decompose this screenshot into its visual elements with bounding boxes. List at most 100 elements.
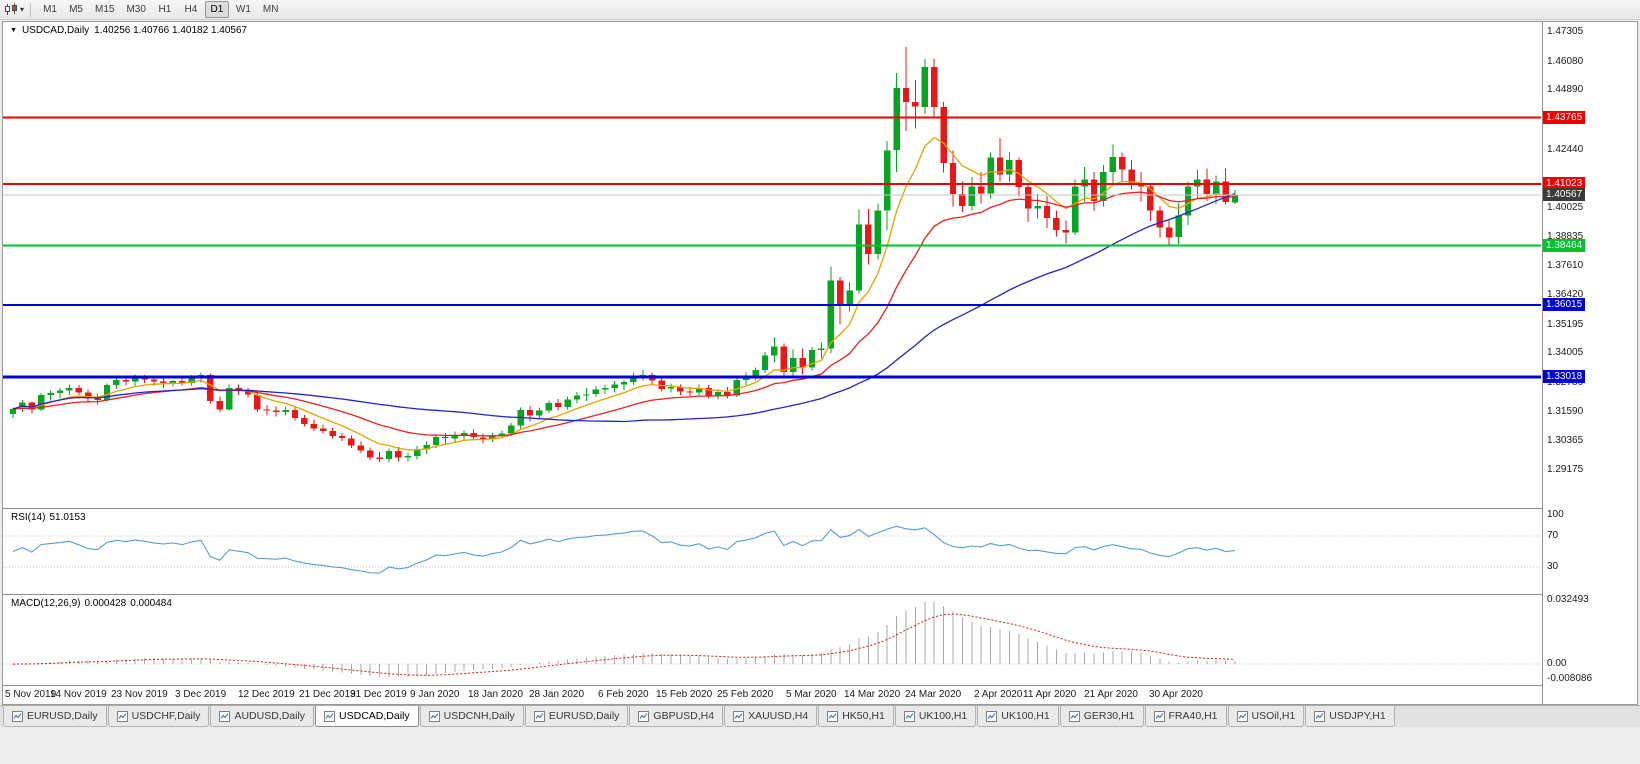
macd-signal-current-value: 0.000484 [130,598,172,609]
rsi-indicator-label: RSI(14) 51.0153 [9,512,92,523]
chart-tab-label: GBPUSD,H4 [653,710,715,722]
chart-tab-icon [324,710,336,722]
x-axis-date-label: 15 Feb 2020 [656,689,713,700]
x-axis-date-label: 23 Nov 2019 [111,689,168,700]
y-axis-tick: 1.31590 [1547,406,1584,417]
macd-axis-tick: -0.008086 [1547,673,1593,684]
y-axis-tick: 1.34005 [1547,347,1584,358]
y-axis-tick: 1.30365 [1547,435,1584,446]
macd-pane[interactable] [3,595,1541,685]
chart-tab-uk100-h1[interactable]: UK100,H1 [894,706,977,727]
pane-separator[interactable] [3,594,1637,595]
price-level-badge: 1.43765 [1543,111,1586,124]
x-axis-date-label: 11 Apr 2020 [1023,689,1077,700]
chart-tab-icon [116,710,128,722]
chart-symbol-label: USDCAD,Daily [21,25,90,36]
x-axis-date-label: 28 Jan 2020 [529,689,585,700]
period-button-m1[interactable]: M1 [43,4,57,15]
chart-tab-label: USDCAD,Daily [339,710,410,722]
chart-tab-fra40-h1[interactable]: FRA40,H1 [1144,706,1227,727]
y-axis-tick: 1.36420 [1547,289,1584,300]
chart-tab-hk50-h1[interactable]: HK50,H1 [818,706,894,727]
period-button-h4[interactable]: H4 [184,4,198,15]
period-button-d1[interactable]: D1 [204,1,229,18]
x-axis-date-label: 18 Jan 2020 [468,689,524,700]
chart-tab-usdjpy-h1[interactable]: USDJPY,H1 [1305,706,1395,727]
chart-tab-usdchf-daily[interactable]: USDCHF,Daily [107,706,210,727]
x-axis-date-label: 30 Apr 2020 [1149,689,1203,700]
chart-tab-icon [533,710,545,722]
period-button-m5[interactable]: M5 [69,4,83,15]
chart-tab-audusd-daily[interactable]: AUDUSD,Daily [210,706,315,727]
rsi-name: RSI(14) [11,512,46,523]
chart-tab-icon [12,710,23,722]
price-level-badge: 1.33018 [1543,370,1586,383]
chart-type-dropdown-icon[interactable]: ▾ [20,5,25,14]
period-button-m30[interactable]: M30 [126,4,146,15]
chart-tab-label: UK100,H1 [918,710,968,722]
chart-tab-icon [219,710,231,722]
chart-tab-icon [638,710,650,722]
period-button-w1[interactable]: W1 [235,4,251,15]
chart-tab-usdcnh-daily[interactable]: USDCNH,Daily [419,706,524,727]
chart-tab-eurusd-daily[interactable]: EURUSD,Daily [3,706,107,727]
x-axis-date-label: 25 Feb 2020 [717,689,774,700]
chart-title: ▼ USDCAD,Daily 1.40256 1.40766 1.40182 1… [8,25,250,36]
pane-separator[interactable] [3,508,1637,509]
chart-tab-usdcad-daily[interactable]: USDCAD,Daily [315,706,419,727]
chart-tab-label: UK100,H1 [1001,710,1050,722]
y-axis-tick: 1.40025 [1547,202,1584,213]
chart-tab-icon [1068,710,1080,722]
price-axis[interactable]: 1.47305 1.46080 1.44890 1.42440 1.40025 1.388… [1542,22,1637,704]
chart-tab-label: EURUSD,Daily [27,710,98,722]
chart-tab-label: USOil,H1 [1251,710,1296,722]
x-axis-date-label: 2 Apr 2020 [974,689,1023,700]
chart-tab-gbpusd-h4[interactable]: GBPUSD,H4 [629,706,724,727]
macd-indicator-label: MACD(12,26,9) 0.000428 0.000484 [9,598,178,609]
x-axis-date-label: 5 Mar 2020 [786,689,837,700]
price-level-badge: 1.36015 [1543,298,1586,311]
chart-tab-uk100-h1[interactable]: UK100,H1 [977,706,1059,727]
chart-tab-label: FRA40,H1 [1168,710,1218,722]
macd-current-value: 0.000428 [84,598,127,609]
chart-tab-label: USDJPY,H1 [1329,710,1386,722]
x-axis-date-label: 9 Jan 2020 [410,689,460,700]
chart-tab-label: AUDUSD,Daily [234,710,306,722]
time-axis[interactable]: 5 Nov 2019 14 Nov 2019 23 Nov 2019 3 Dec 20… [3,686,1541,704]
symbol-marker-icon: ▼ [10,27,17,34]
x-axis-date-label: 5 Nov 2019 [5,689,57,700]
period-button-m15[interactable]: M15 [95,4,115,15]
macd-axis-tick: 0.032493 [1547,594,1589,605]
chart-type-icon[interactable] [4,3,19,16]
x-axis-date-label: 31 Dec 2019 [350,689,407,700]
chart-tab-eurusd-daily[interactable]: EURUSD,Daily [524,706,629,727]
x-axis-date-label: 14 Nov 2019 [50,689,107,700]
chart-tab-icon [733,710,745,722]
x-axis-date-label: 3 Dec 2019 [175,689,227,700]
chart-tab-usoil-h1[interactable]: USOil,H1 [1227,706,1305,727]
y-axis-tick: 1.38835 [1547,231,1584,242]
period-button-h1[interactable]: H1 [158,4,172,15]
x-axis-date-label: 12 Dec 2019 [238,689,295,700]
x-axis-date-label: 21 Dec 2019 [299,689,356,700]
usdcad-chart-window[interactable]: 1.47305 1.46080 1.44890 1.42440 1.40025 1.388… [2,21,1638,705]
period-button-mn[interactable]: MN [262,4,279,15]
chart-ohlc-values: 1.40256 1.40766 1.40182 1.40567 [94,25,248,36]
price-pane[interactable] [3,22,1541,508]
macd-axis-tick: 0.00 [1547,658,1567,669]
timeframes-toolbar: ▾ M1 M5 M15 M30 H1 H4 D1 W1 MN [0,0,1640,20]
chart-tab-icon [903,710,915,722]
chart-tab-icon [827,710,839,722]
chart-tab-xauusd-h4[interactable]: XAUUSD,H4 [724,706,818,727]
chart-tab-icon [986,710,998,722]
price-level-badge: 1.40567 [1543,188,1586,201]
rsi-pane[interactable] [3,509,1541,594]
x-axis-date-label: 24 Mar 2020 [905,689,962,700]
chart-tab-label: EURUSD,Daily [548,710,620,722]
chart-tab-ger30-h1[interactable]: GER30,H1 [1059,706,1144,727]
x-axis-date-label: 21 Apr 2020 [1084,689,1138,700]
chart-tab-label: GER30,H1 [1083,710,1135,722]
chart-tab-label: USDCHF,Daily [131,710,201,722]
period-buttons-group: M1 M5 M15 M30 H1 H4 D1 W1 MN [37,1,284,18]
